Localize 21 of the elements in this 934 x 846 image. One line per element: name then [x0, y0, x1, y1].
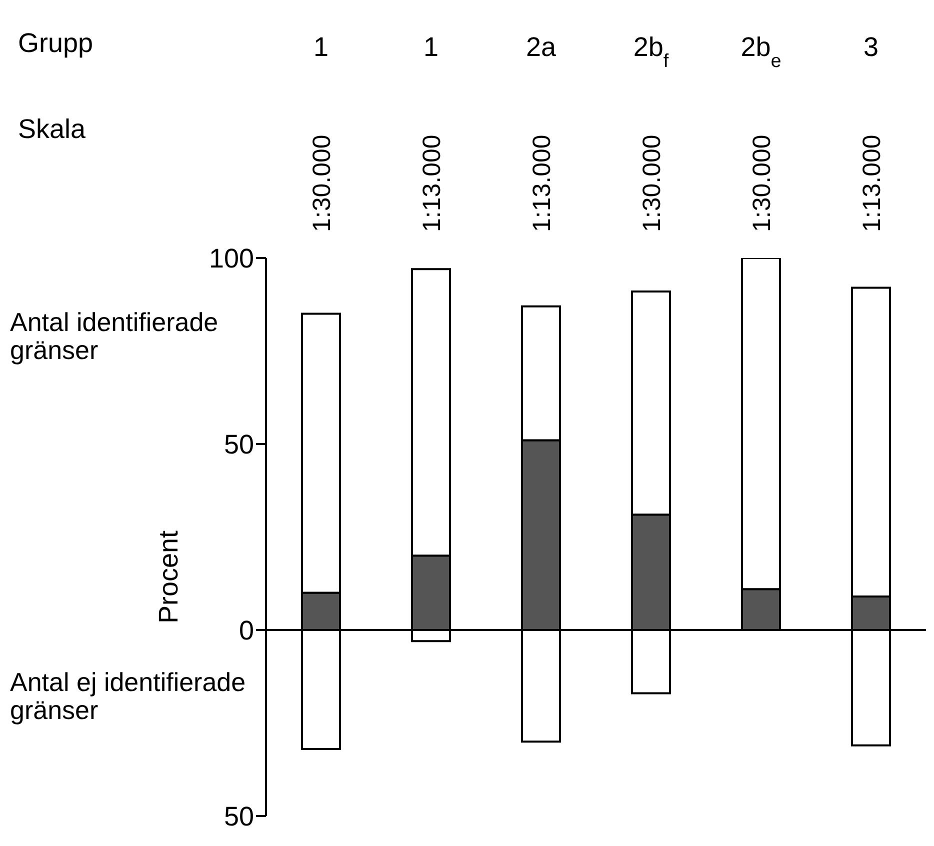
x-tick-label: 2a [526, 32, 557, 62]
y-tick-label: 0 [238, 616, 254, 646]
y-tick-label: 50 [224, 802, 254, 832]
y-tick-label: 50 [224, 430, 254, 460]
row-heading: Grupp [18, 28, 94, 59]
x-tick-label: 1 [423, 32, 439, 62]
text: 1:30.000 [308, 134, 336, 232]
text: Antal identifierade gränser [10, 307, 220, 365]
text: 1:30.000 [638, 134, 666, 232]
y-axis-title: Procent [154, 530, 184, 624]
x-tick-label: 3 [863, 32, 879, 62]
text: 1:30.000 [748, 134, 776, 232]
text: 1:13.000 [858, 134, 886, 232]
x-tick-label: 1 [313, 32, 329, 62]
text: 1:13.000 [418, 134, 446, 232]
text: 1:13.000 [528, 134, 556, 232]
row-heading: Skala [18, 114, 86, 145]
x-tick-label: 2b$_{e}$ [740, 32, 782, 72]
x-tick-label: 2b$_{f}$ [633, 32, 670, 72]
y-tick-label: 100 [208, 244, 254, 274]
text: Antal ej identifierade gränser [10, 667, 247, 725]
